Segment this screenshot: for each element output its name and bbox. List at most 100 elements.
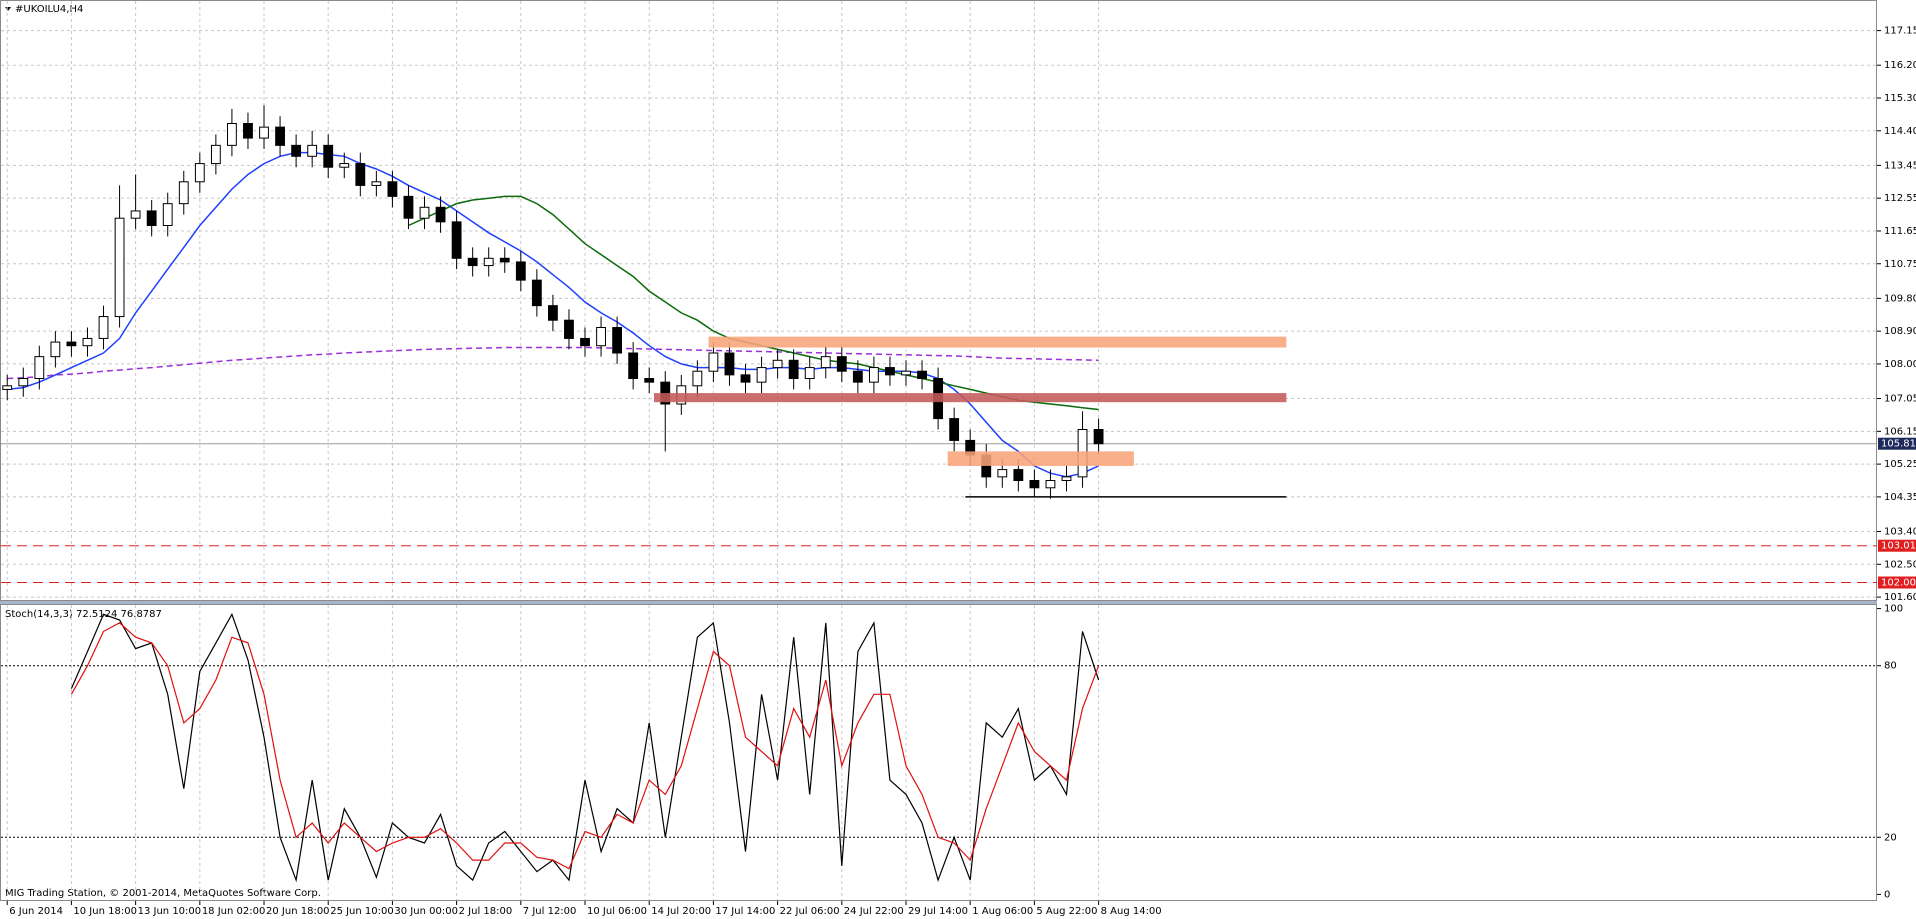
stoch-panel-frame xyxy=(0,604,1877,901)
candle-body xyxy=(1029,480,1040,489)
x-tick-label: 13 Jun 10:00 xyxy=(138,906,202,917)
candle-body xyxy=(660,381,671,405)
candle-body xyxy=(467,257,478,267)
price-marker xyxy=(1878,437,1916,450)
candle-body xyxy=(275,126,285,146)
x-tick-label: 20 Jun 18:00 xyxy=(266,906,330,917)
candle-body xyxy=(531,279,542,307)
y-tick-label: 112.55 xyxy=(1884,193,1916,204)
candle-body xyxy=(387,181,398,197)
candle-body xyxy=(210,144,221,165)
y-tick-label: 113.45 xyxy=(1884,160,1916,171)
candle-body xyxy=(708,352,719,372)
candle-body xyxy=(451,221,462,259)
candle-body xyxy=(564,319,574,339)
candle-body xyxy=(435,206,446,223)
candle-body xyxy=(355,163,366,186)
price-marker xyxy=(1878,539,1916,552)
x-tick-label: 14 Jul 20:00 xyxy=(651,906,711,917)
candle-body xyxy=(949,418,960,441)
candle-body xyxy=(772,359,783,369)
y-tick-label: 103.40 xyxy=(1884,527,1916,538)
candle-body xyxy=(499,257,510,263)
candle-body xyxy=(483,257,494,267)
candle-body xyxy=(692,370,703,387)
candle-body xyxy=(596,327,606,347)
indicator-title: Stoch(14,3,3) 72.5124 76.8787 xyxy=(5,609,162,620)
price-marker xyxy=(1878,576,1916,589)
candle-body xyxy=(740,374,751,383)
candle-body xyxy=(339,163,350,168)
x-tick-label: 5 Aug 22:00 xyxy=(1036,906,1097,917)
candle-body xyxy=(885,367,895,376)
price-marker-label: 105.81 xyxy=(1881,439,1916,450)
price-zone xyxy=(654,393,1287,403)
x-tick-label: 6 Jun 2014 xyxy=(9,906,63,917)
moving-average xyxy=(7,346,1099,380)
x-tick-label: 25 Jun 10:00 xyxy=(330,906,394,917)
y-tick-label: 107.05 xyxy=(1884,394,1916,405)
candle-body xyxy=(547,305,558,321)
y-tick-label: 110.75 xyxy=(1884,259,1916,270)
y-tick-label: 100 xyxy=(1884,604,1903,615)
moving-average xyxy=(7,151,1099,478)
stoch-line xyxy=(70,622,1100,870)
x-tick-label: 29 Jul 14:00 xyxy=(908,906,968,917)
y-tick-label: 0 xyxy=(1884,889,1890,900)
y-tick-label: 114.40 xyxy=(1884,126,1916,137)
footer: MIG Trading Station, © 2001-2014, MetaQu… xyxy=(5,888,321,899)
y-tick-label: 116.20 xyxy=(1884,60,1916,71)
candle-body xyxy=(836,356,847,372)
candle-body xyxy=(419,206,430,219)
candle-body xyxy=(18,378,29,387)
x-tick-label: 7 Jul 12:00 xyxy=(523,906,577,917)
x-tick-label: 18 Jun 02:00 xyxy=(202,906,266,917)
candle-body xyxy=(788,359,799,380)
candle-body xyxy=(178,181,189,205)
y-tick-label: 111.65 xyxy=(1884,226,1916,237)
x-tick-label: 1 Aug 06:00 xyxy=(972,906,1033,917)
candle-body xyxy=(371,181,382,186)
candle-body xyxy=(804,367,815,380)
panel-separator xyxy=(0,601,1877,604)
candle-body xyxy=(259,126,269,139)
candle-body xyxy=(34,356,45,380)
candle-body xyxy=(291,144,302,157)
y-tick-label: 117.15 xyxy=(1884,26,1916,37)
x-tick-label: 17 Jul 14:00 xyxy=(715,906,775,917)
title-arrow xyxy=(5,7,11,11)
candle-body xyxy=(644,378,655,383)
candle-body xyxy=(2,385,13,390)
x-tick-label: 8 Aug 14:00 xyxy=(1101,906,1162,917)
y-tick-label: 80 xyxy=(1884,661,1897,672)
candle-body xyxy=(1045,480,1056,489)
candle-body xyxy=(243,122,253,139)
y-tick-label: 104.35 xyxy=(1884,492,1916,503)
candle-body xyxy=(868,367,879,383)
y-tick-label: 105.25 xyxy=(1884,459,1916,470)
y-tick-label: 109.80 xyxy=(1884,293,1916,304)
candle-body xyxy=(612,327,623,354)
price-zone xyxy=(947,451,1134,466)
price-marker-label: 103.01 xyxy=(1881,541,1916,552)
candle-body xyxy=(403,195,414,219)
y-tick-label: 102.50 xyxy=(1884,559,1916,570)
candle-body xyxy=(997,469,1008,478)
candle-body xyxy=(162,203,173,227)
candle-body xyxy=(130,210,141,219)
y-tick-label: 101.60 xyxy=(1884,592,1916,603)
y-tick-label: 108.00 xyxy=(1884,359,1916,370)
x-tick-label: 24 Jul 22:00 xyxy=(844,906,904,917)
x-tick-label: 2 Jul 18:00 xyxy=(459,906,513,917)
candle-body xyxy=(98,316,109,339)
candle-body xyxy=(628,352,639,380)
candle-body xyxy=(66,341,77,347)
x-tick-label: 10 Jun 18:00 xyxy=(73,906,137,917)
candle-body xyxy=(756,367,767,383)
stoch-line xyxy=(70,612,1100,883)
candle-body xyxy=(227,122,237,146)
candle-body xyxy=(1013,469,1024,482)
candle-body xyxy=(1061,476,1072,482)
